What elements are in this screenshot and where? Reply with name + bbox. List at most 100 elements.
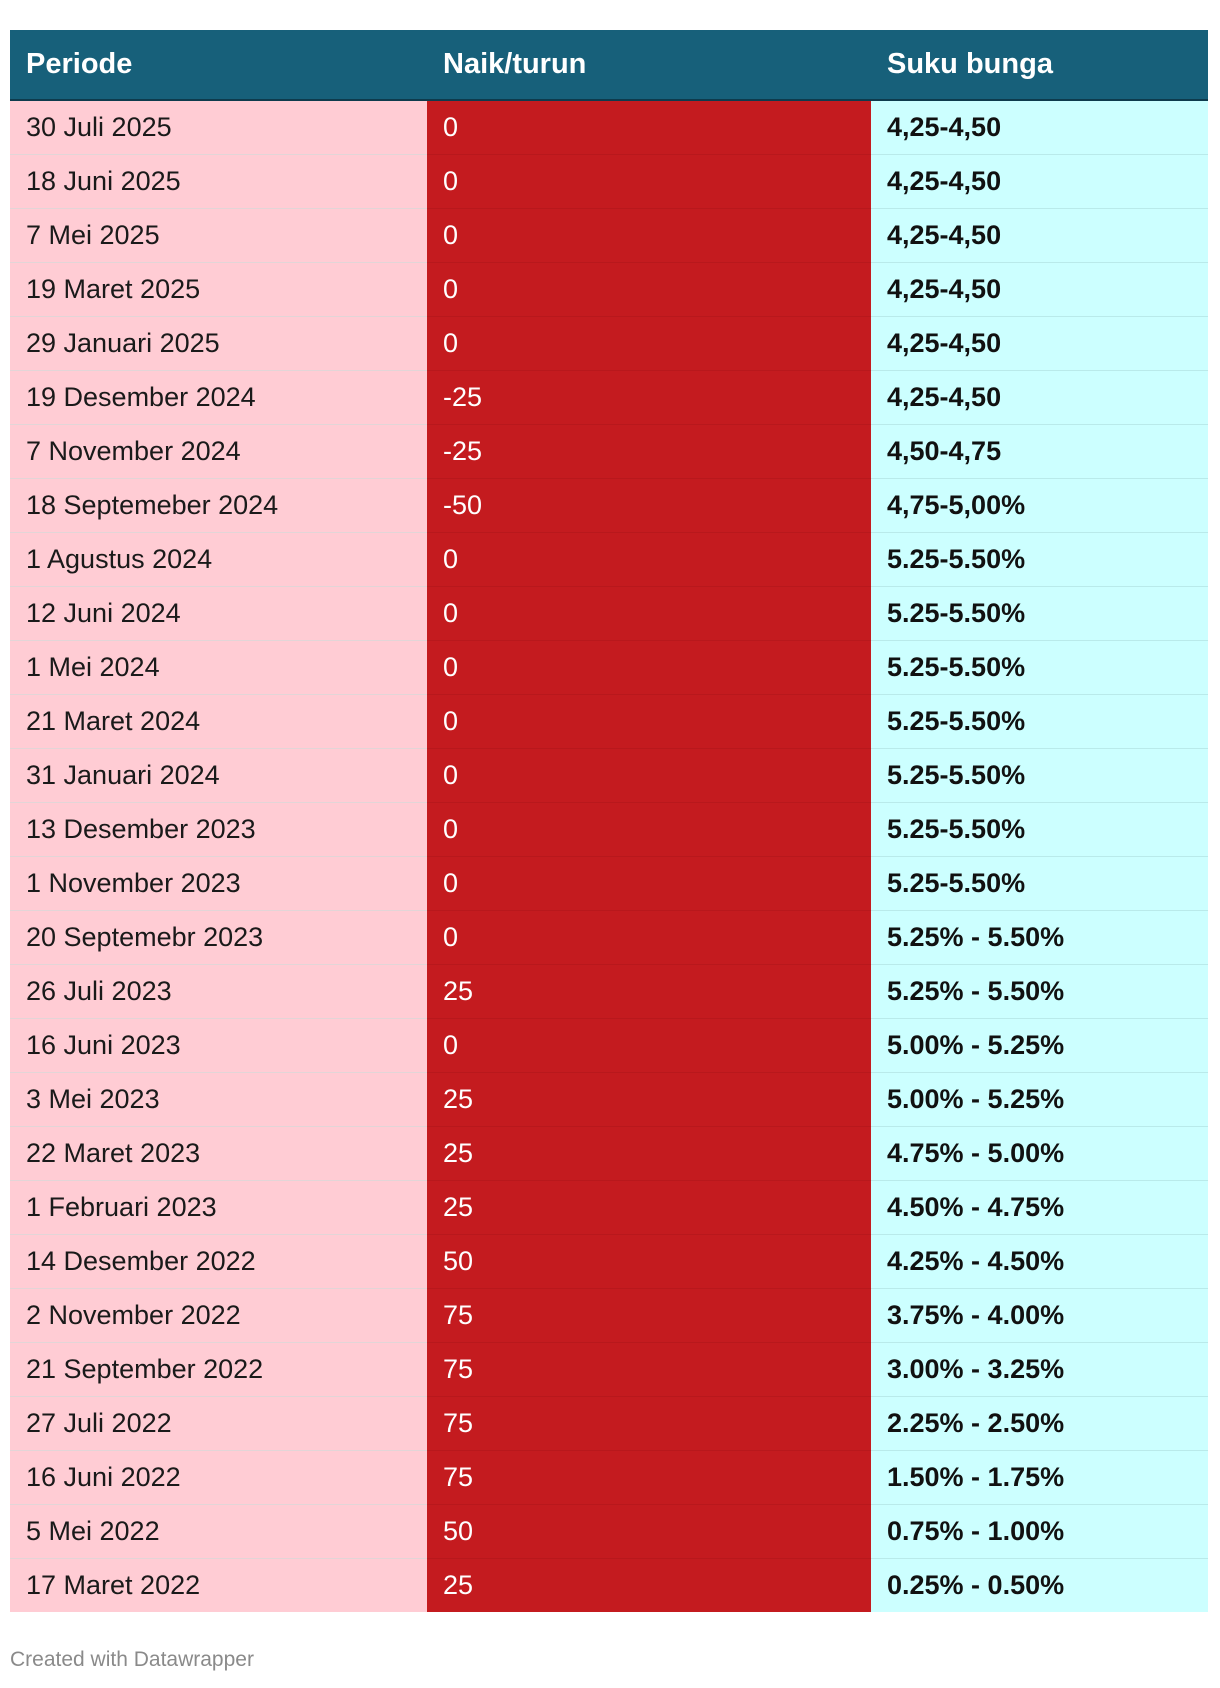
table-row: 31 Januari 2024 0 5.25-5.50% (10, 748, 1208, 803)
table-row: 21 September 2022 75 3.00% - 3.25% (10, 1342, 1208, 1397)
rate-cell: 4.25% - 4.50% (871, 1234, 1208, 1289)
period-cell: 21 September 2022 (10, 1342, 427, 1397)
rate-cell: 3.00% - 3.25% (871, 1342, 1208, 1397)
rate-cell: 4,25-4,50 (871, 316, 1208, 371)
period-cell: 18 Juni 2025 (10, 154, 427, 209)
period-cell: 7 November 2024 (10, 424, 427, 479)
change-cell: -50 (427, 478, 871, 533)
change-cell: 0 (427, 316, 871, 371)
table-row: 1 Agustus 2024 0 5.25-5.50% (10, 532, 1208, 587)
change-cell: 25 (427, 1558, 871, 1612)
rate-cell: 5.25-5.50% (871, 856, 1208, 911)
rate-cell: 5.25-5.50% (871, 532, 1208, 587)
rate-cell: 0.25% - 0.50% (871, 1558, 1208, 1612)
table-row: 2 November 2022 75 3.75% - 4.00% (10, 1288, 1208, 1343)
rate-cell: 0.75% - 1.00% (871, 1504, 1208, 1559)
period-cell: 30 Juli 2025 (10, 100, 427, 155)
change-cell: 0 (427, 586, 871, 641)
table-row: 1 Mei 2024 0 5.25-5.50% (10, 640, 1208, 695)
change-cell: 0 (427, 262, 871, 317)
period-cell: 2 November 2022 (10, 1288, 427, 1343)
change-cell: 25 (427, 964, 871, 1019)
change-cell: 0 (427, 100, 871, 155)
period-cell: 19 Desember 2024 (10, 370, 427, 425)
change-cell: 25 (427, 1072, 871, 1127)
period-cell: 1 Agustus 2024 (10, 532, 427, 587)
table-row: 26 Juli 2023 25 5.25% - 5.50% (10, 964, 1208, 1019)
period-cell: 13 Desember 2023 (10, 802, 427, 857)
period-cell: 7 Mei 2025 (10, 208, 427, 263)
table-row: 1 Februari 2023 25 4.50% - 4.75% (10, 1180, 1208, 1235)
rate-cell: 4,25-4,50 (871, 208, 1208, 263)
change-cell: 0 (427, 910, 871, 965)
table-header-row: Periode Naik/turun Suku bunga (10, 30, 1208, 101)
table-body: 30 Juli 2025 0 4,25-4,50 18 Juni 2025 0 4,25-… (10, 100, 1208, 1612)
table-row: 5 Mei 2022 50 0.75% - 1.00% (10, 1504, 1208, 1559)
rate-cell: 3.75% - 4.00% (871, 1288, 1208, 1343)
rate-cell: 5.25% - 5.50% (871, 910, 1208, 965)
period-cell: 1 November 2023 (10, 856, 427, 911)
rate-cell: 4,25-4,50 (871, 100, 1208, 155)
change-cell: 0 (427, 532, 871, 587)
change-cell: 75 (427, 1396, 871, 1451)
period-cell: 16 Juni 2022 (10, 1450, 427, 1505)
rate-cell: 4,25-4,50 (871, 154, 1208, 209)
table-row: 27 Juli 2022 75 2.25% - 2.50% (10, 1396, 1208, 1451)
rate-cell: 4,25-4,50 (871, 370, 1208, 425)
period-cell: 5 Mei 2022 (10, 1504, 427, 1559)
rate-cell: 4,75-5,00% (871, 478, 1208, 533)
rate-cell: 4.75% - 5.00% (871, 1126, 1208, 1181)
period-cell: 27 Juli 2022 (10, 1396, 427, 1451)
table-row: 12 Juni 2024 0 5.25-5.50% (10, 586, 1208, 641)
period-cell: 14 Desember 2022 (10, 1234, 427, 1289)
period-cell: 1 Februari 2023 (10, 1180, 427, 1235)
table-row: 3 Mei 2023 25 5.00% - 5.25% (10, 1072, 1208, 1127)
period-cell: 12 Juni 2024 (10, 586, 427, 641)
period-cell: 19 Maret 2025 (10, 262, 427, 317)
rate-cell: 5.25% - 5.50% (871, 964, 1208, 1019)
rate-cell: 4,50-4,75 (871, 424, 1208, 479)
datawrapper-credit[interactable]: Created with Datawrapper (10, 1648, 254, 1671)
period-cell: 22 Maret 2023 (10, 1126, 427, 1181)
table-row: 17 Maret 2022 25 0.25% - 0.50% (10, 1558, 1208, 1612)
rate-cell: 5.25-5.50% (871, 640, 1208, 695)
interest-rate-table: Periode Naik/turun Suku bunga 30 Juli 20… (10, 30, 1208, 1612)
table-row: 19 Desember 2024 -25 4,25-4,50 (10, 370, 1208, 425)
change-cell: 75 (427, 1450, 871, 1505)
rate-cell: 5.25-5.50% (871, 748, 1208, 803)
table-row: 29 Januari 2025 0 4,25-4,50 (10, 316, 1208, 371)
table-row: 13 Desember 2023 0 5.25-5.50% (10, 802, 1208, 857)
change-cell: 50 (427, 1234, 871, 1289)
column-header-change[interactable]: Naik/turun (427, 30, 871, 101)
change-cell: 25 (427, 1180, 871, 1235)
change-cell: 75 (427, 1288, 871, 1343)
period-cell: 16 Juni 2023 (10, 1018, 427, 1073)
rate-cell: 4,25-4,50 (871, 262, 1208, 317)
table-row: 19 Maret 2025 0 4,25-4,50 (10, 262, 1208, 317)
change-cell: 0 (427, 1018, 871, 1073)
period-cell: 29 Januari 2025 (10, 316, 427, 371)
table-row: 7 November 2024 -25 4,50-4,75 (10, 424, 1208, 479)
period-cell: 21 Maret 2024 (10, 694, 427, 749)
change-cell: 0 (427, 748, 871, 803)
change-cell: 75 (427, 1342, 871, 1397)
table-row: 30 Juli 2025 0 4,25-4,50 (10, 100, 1208, 155)
period-cell: 26 Juli 2023 (10, 964, 427, 1019)
rate-cell: 4.50% - 4.75% (871, 1180, 1208, 1235)
table-row: 14 Desember 2022 50 4.25% - 4.50% (10, 1234, 1208, 1289)
column-header-rate[interactable]: Suku bunga (871, 30, 1208, 101)
table-row: 16 Juni 2022 75 1.50% - 1.75% (10, 1450, 1208, 1505)
change-cell: 0 (427, 208, 871, 263)
period-cell: 20 Septemebr 2023 (10, 910, 427, 965)
table-row: 16 Juni 2023 0 5.00% - 5.25% (10, 1018, 1208, 1073)
change-cell: 0 (427, 802, 871, 857)
column-header-period[interactable]: Periode (10, 30, 427, 101)
change-cell: -25 (427, 370, 871, 425)
change-cell: 25 (427, 1126, 871, 1181)
period-cell: 3 Mei 2023 (10, 1072, 427, 1127)
rate-cell: 2.25% - 2.50% (871, 1396, 1208, 1451)
period-cell: 1 Mei 2024 (10, 640, 427, 695)
change-cell: 50 (427, 1504, 871, 1559)
period-cell: 18 Septemeber 2024 (10, 478, 427, 533)
change-cell: 0 (427, 640, 871, 695)
